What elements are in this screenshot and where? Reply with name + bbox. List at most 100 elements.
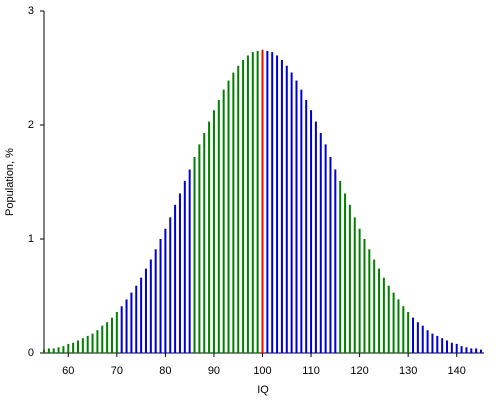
bar	[441, 338, 444, 353]
y-tick-label: 0	[28, 347, 34, 359]
bar	[242, 60, 245, 354]
bar	[446, 340, 449, 353]
x-tick-label: 90	[208, 365, 220, 377]
bar	[130, 292, 133, 353]
bar	[174, 204, 177, 353]
bar	[480, 349, 482, 353]
bar	[246, 55, 249, 354]
bar	[397, 299, 400, 353]
bar	[72, 342, 75, 353]
bar	[149, 259, 152, 353]
bar	[402, 306, 405, 353]
x-axis-label: IQ	[257, 384, 269, 396]
bar	[310, 110, 313, 354]
y-tick-label: 1	[28, 233, 34, 245]
bar	[154, 249, 157, 353]
x-tick-label: 130	[399, 365, 417, 377]
bar	[232, 72, 235, 353]
bar	[47, 348, 50, 353]
bar	[62, 346, 65, 353]
x-tick-label: 110	[302, 365, 320, 377]
x-tick-label: 120	[350, 365, 368, 377]
bar	[52, 348, 55, 353]
bar	[178, 193, 181, 353]
bar	[140, 277, 143, 353]
bar	[455, 343, 458, 353]
bar	[373, 259, 376, 353]
bar	[266, 50, 269, 354]
bar	[334, 169, 337, 353]
bar	[198, 144, 201, 353]
bar	[305, 99, 308, 353]
bar	[382, 277, 385, 353]
bar	[285, 65, 288, 353]
bar	[188, 169, 191, 353]
bar	[368, 249, 371, 353]
bar	[256, 50, 259, 354]
bar	[67, 343, 70, 353]
bar	[144, 268, 147, 353]
bar	[212, 110, 215, 354]
bar	[339, 180, 342, 353]
y-tick-label: 3	[28, 5, 34, 17]
bar	[436, 335, 439, 353]
bar	[475, 348, 478, 353]
bar	[319, 132, 322, 353]
bar	[261, 49, 264, 353]
bar	[86, 335, 89, 353]
bar	[329, 156, 332, 353]
bar	[344, 193, 347, 353]
bar	[217, 99, 220, 353]
bar	[290, 72, 293, 353]
bar	[164, 228, 167, 353]
bar	[280, 60, 283, 354]
bar	[106, 322, 109, 353]
bar	[407, 311, 410, 353]
bar	[460, 346, 463, 353]
bar	[378, 268, 381, 353]
y-axis-label: Population, %	[4, 148, 16, 216]
x-tick-label: 140	[448, 365, 466, 377]
bar	[295, 80, 298, 353]
bar	[324, 144, 327, 353]
bar	[76, 340, 79, 353]
bar	[314, 121, 317, 353]
bar	[237, 65, 240, 353]
bar	[222, 89, 225, 353]
bar	[193, 156, 196, 353]
bar	[125, 299, 128, 353]
bar	[416, 322, 419, 353]
bar	[43, 349, 45, 353]
x-tick-label: 80	[159, 365, 171, 377]
bar	[363, 239, 366, 353]
bar	[358, 228, 361, 353]
bar	[96, 330, 99, 353]
bar	[115, 311, 118, 353]
bar	[450, 342, 453, 353]
bar	[183, 180, 186, 353]
bar	[276, 55, 279, 354]
bar	[120, 306, 123, 353]
bar	[387, 285, 390, 353]
bar	[431, 333, 434, 353]
bar	[348, 204, 351, 353]
bar	[465, 347, 468, 353]
bar	[101, 325, 104, 353]
bar	[300, 89, 303, 353]
bar	[208, 121, 211, 353]
bar	[91, 333, 94, 353]
bar	[135, 285, 138, 353]
bar	[392, 292, 395, 353]
y-tick-label: 2	[28, 119, 34, 131]
bar	[426, 330, 429, 353]
bar	[159, 239, 162, 353]
bar	[57, 347, 60, 353]
bar	[227, 80, 230, 353]
x-tick-label: 60	[62, 365, 74, 377]
bar	[169, 217, 172, 353]
bar	[470, 348, 473, 353]
bar	[353, 217, 356, 353]
bar	[203, 132, 206, 353]
bar	[412, 317, 415, 353]
